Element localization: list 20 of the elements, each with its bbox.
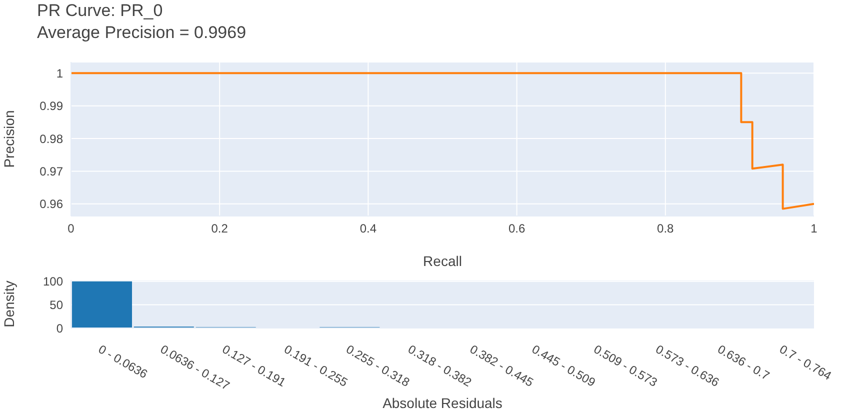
- y-tick-label: 0.98: [40, 132, 64, 146]
- y-tick-label: 0.99: [40, 99, 64, 114]
- y-tick-label: 100: [42, 274, 64, 289]
- x-axis-title: Recall: [423, 253, 462, 269]
- y-axis-title: Precision: [0, 110, 17, 168]
- y-tick-label: 0.97: [40, 164, 64, 178]
- x-axis-title: Absolute Residuals: [382, 395, 502, 411]
- y-tick-label: 1: [56, 66, 64, 80]
- x-tick-label: 0.6: [508, 222, 526, 236]
- x-tick-label: 1: [810, 222, 818, 236]
- y-tick-label: 0: [56, 321, 64, 336]
- x-tick-label: 0: [68, 222, 75, 236]
- chart-subtitle: Average Precision = 0.9969: [37, 22, 246, 44]
- x-tick-label: 0.2: [211, 222, 228, 236]
- chart-title: PR Curve: PR_0: [37, 0, 164, 22]
- y-axis-title: Density: [0, 280, 17, 328]
- x-tick-label: 0.8: [657, 222, 674, 236]
- x-tick-label: 0.4: [360, 222, 377, 236]
- y-tick-label: 0.96: [40, 197, 64, 212]
- y-tick-label: 50: [50, 298, 64, 312]
